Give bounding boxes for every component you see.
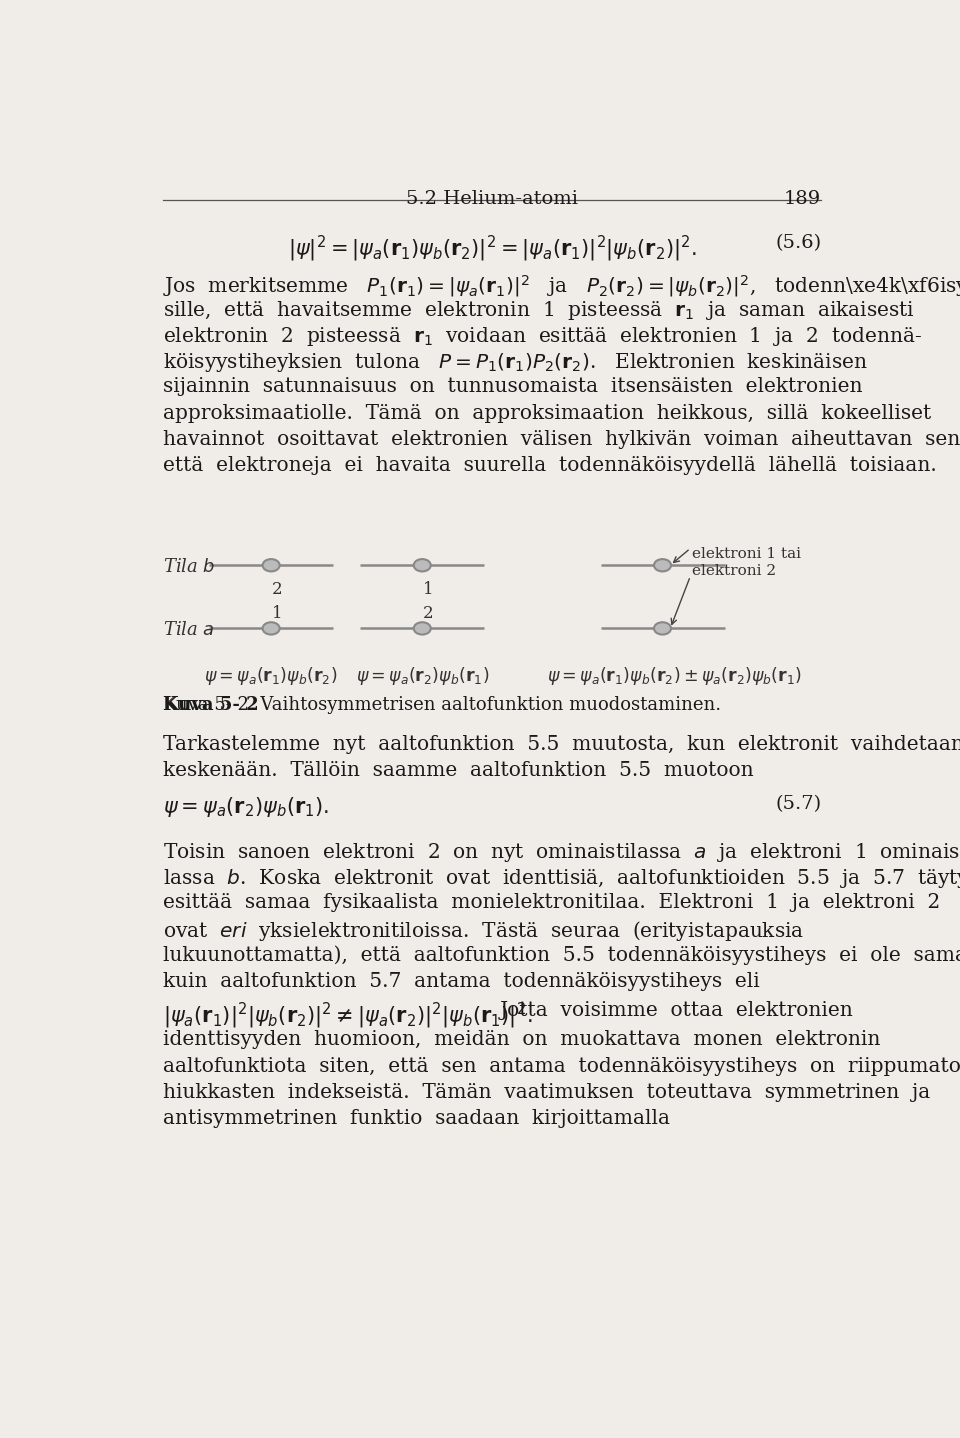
- Ellipse shape: [414, 623, 431, 634]
- Text: että  elektroneja  ei  havaita  suurella  todennäköisyydellä  lähellä  toisiaan.: että elektroneja ei havaita suurella tod…: [162, 456, 936, 475]
- Text: Toisin  sanoen  elektroni  2  on  nyt  ominaistilassa  $a$  ja  elektroni  1  om: Toisin sanoen elektroni 2 on nyt ominais…: [162, 841, 960, 864]
- Text: sijainnin  satunnaisuus  on  tunnusomaista  itsensäisten  elektronien: sijainnin satunnaisuus on tunnusomaista …: [162, 377, 862, 397]
- Text: ovat  $eri$  yksielektronitiloissa.  Tästä  seuraa  (erityistapauksia: ovat $eri$ yksielektronitiloissa. Tästä …: [162, 919, 804, 943]
- Text: identtisyyden  huomioon,  meidän  on  muokattava  monen  elektronin: identtisyyden huomioon, meidän on muokat…: [162, 1031, 880, 1050]
- Text: elektroni 2: elektroni 2: [692, 565, 776, 578]
- Text: approksimaatiolle.  Tämä  on  approksimaation  heikkous,  sillä  kokeelliset: approksimaatiolle. Tämä on approksimaati…: [162, 404, 931, 423]
- Text: $\psi = \psi_a(\mathbf{r}_1)\psi_b(\mathbf{r}_2)\pm\psi_a(\mathbf{r}_2)\psi_b(\m: $\psi = \psi_a(\mathbf{r}_1)\psi_b(\math…: [546, 666, 802, 687]
- Text: Tila $b$: Tila $b$: [162, 558, 215, 575]
- Text: (5.6): (5.6): [776, 234, 822, 252]
- Text: $\psi = \psi_a(\mathbf{r}_1)\psi_b(\mathbf{r}_2)$: $\psi = \psi_a(\mathbf{r}_1)\psi_b(\math…: [204, 666, 338, 687]
- Text: hiukkasten  indekseistä.  Tämän  vaatimuksen  toteuttava  symmetrinen  ja: hiukkasten indekseistä. Tämän vaatimukse…: [162, 1083, 930, 1102]
- Text: sille,  että  havaitsemme  elektronin  1  pisteessä  $\mathbf{r}_1$  ja  saman  : sille, että havaitsemme elektronin 1 pis…: [162, 299, 915, 322]
- Text: $|\psi|^2 = |\psi_a(\mathbf{r}_1)\psi_b(\mathbf{r}_2)|^2 = |\psi_a(\mathbf{r}_1): $|\psi|^2 = |\psi_a(\mathbf{r}_1)\psi_b(…: [288, 234, 696, 265]
- Text: Jotta  voisimme  ottaa  elektronien: Jotta voisimme ottaa elektronien: [500, 1001, 853, 1020]
- Text: keskenään.  Tällöin  saamme  aaltofunktion  5.5  muotoon: keskenään. Tällöin saamme aaltofunktion …: [162, 761, 754, 779]
- Text: aaltofunktiota  siten,  että  sen  antama  todennäköisyystiheys  on  riippumaton: aaltofunktiota siten, että sen antama to…: [162, 1057, 960, 1076]
- Ellipse shape: [654, 623, 671, 634]
- Text: 1: 1: [423, 581, 434, 598]
- Text: Tarkastelemme  nyt  aaltofunktion  5.5  muutosta,  kun  elektronit  vaihdetaan: Tarkastelemme nyt aaltofunktion 5.5 muut…: [162, 735, 960, 754]
- Text: Kuva 5- 2: Kuva 5- 2: [162, 696, 258, 715]
- Text: Jos  merkitsemme   $P_1(\mathbf{r}_1)=|\psi_a(\mathbf{r}_1)|^2$   ja   $P_2(\mat: Jos merkitsemme $P_1(\mathbf{r}_1)=|\psi…: [162, 273, 960, 299]
- Ellipse shape: [263, 559, 279, 571]
- Text: $|\psi_a(\mathbf{r}_1)|^2|\psi_b(\mathbf{r}_2)|^2 \neq |\psi_a(\mathbf{r}_2)|^2|: $|\psi_a(\mathbf{r}_1)|^2|\psi_b(\mathbf…: [162, 1001, 532, 1031]
- Text: $\psi = \psi_a(\mathbf{r}_2)\psi_b(\mathbf{r}_1)$: $\psi = \psi_a(\mathbf{r}_2)\psi_b(\math…: [355, 666, 489, 687]
- Ellipse shape: [414, 559, 431, 571]
- Text: 2: 2: [423, 605, 434, 623]
- Ellipse shape: [654, 559, 671, 571]
- Text: kuin  aaltofunktion  5.7  antama  todennäköisyystiheys  eli: kuin aaltofunktion 5.7 antama todennäköi…: [162, 972, 759, 991]
- Text: 1: 1: [272, 605, 282, 623]
- Text: elektroni 1 tai: elektroni 1 tai: [692, 548, 801, 561]
- Text: 5.2 Helium-atomi: 5.2 Helium-atomi: [406, 190, 578, 207]
- Text: antisymmetrinen  funktio  saadaan  kirjoittamalla: antisymmetrinen funktio saadaan kirjoitt…: [162, 1109, 670, 1127]
- Text: lassa  $b$.  Koska  elektronit  ovat  identtisiä,  aaltofunktioiden  5.5  ja  5.: lassa $b$. Koska elektronit ovat identti…: [162, 867, 960, 890]
- Text: 2: 2: [272, 581, 282, 598]
- Text: 189: 189: [784, 190, 822, 207]
- Text: (5.7): (5.7): [776, 795, 822, 812]
- Text: esittää  samaa  fysikaalista  monielektronitilaa.  Elektroni  1  ja  elektroni  : esittää samaa fysikaalista monielektroni…: [162, 893, 940, 912]
- Text: Kuva 5- 2  Vaihtosymmetrisen aaltofunktion muodostaminen.: Kuva 5- 2 Vaihtosymmetrisen aaltofunktio…: [162, 696, 721, 715]
- Text: elektronin  2  pisteessä  $\mathbf{r}_1$  voidaan  esittää  elektronien  1  ja  : elektronin 2 pisteessä $\mathbf{r}_1$ vo…: [162, 325, 922, 348]
- Text: havainnot  osoittavat  elektronien  välisen  hylkivän  voiman  aiheuttavan  sen,: havainnot osoittavat elektronien välisen…: [162, 430, 960, 449]
- Text: Tila $a$: Tila $a$: [162, 621, 214, 638]
- Ellipse shape: [263, 623, 279, 634]
- Text: $\psi = \psi_a(\mathbf{r}_2)\psi_b(\mathbf{r}_1).$: $\psi = \psi_a(\mathbf{r}_2)\psi_b(\math…: [162, 795, 328, 818]
- Text: köisyystiheyksien  tulona   $P=P_1(\mathbf{r}_1)P_2(\mathbf{r}_2)$.   Elektronie: köisyystiheyksien tulona $P=P_1(\mathbf{…: [162, 351, 868, 374]
- Text: lukuunottamatta),  että  aaltofunktion  5.5  todennäköisyystiheys  ei  ole  sama: lukuunottamatta), että aaltofunktion 5.5…: [162, 946, 960, 965]
